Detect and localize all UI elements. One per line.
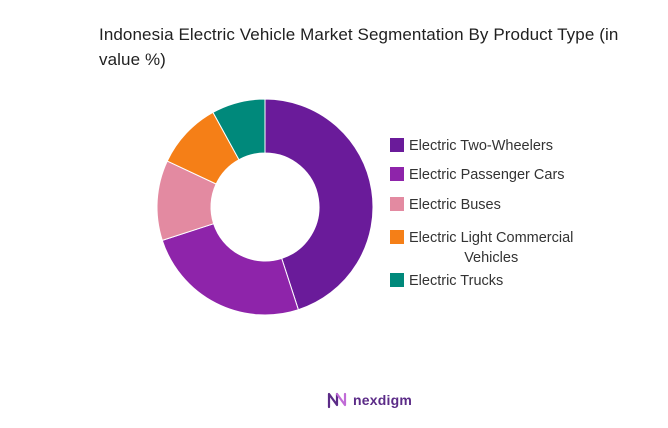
nexdigm-logo-icon bbox=[327, 392, 347, 409]
donut-slice-4 bbox=[212, 98, 266, 161]
donut-slice-0 bbox=[264, 98, 374, 311]
chart-title: Indonesia Electric Vehicle Market Segmen… bbox=[99, 25, 619, 69]
nexdigm-logo: nexdigm bbox=[327, 391, 412, 409]
logo-text: nexdigm bbox=[353, 392, 412, 408]
donut-slice-1 bbox=[161, 223, 300, 316]
